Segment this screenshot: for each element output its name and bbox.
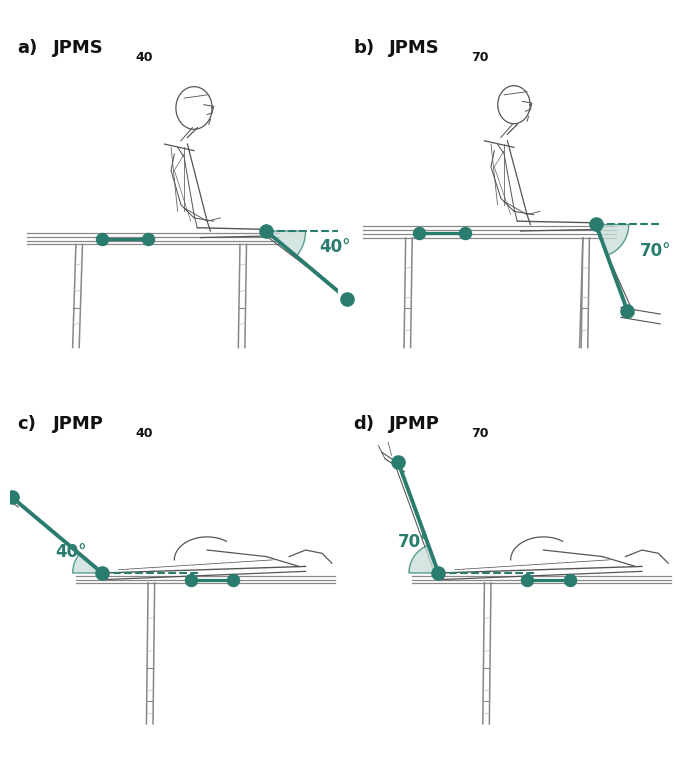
Text: 70: 70 — [471, 427, 489, 440]
Wedge shape — [409, 546, 438, 573]
Point — [341, 292, 352, 304]
Point — [459, 227, 470, 239]
Point — [261, 225, 272, 237]
Point — [97, 567, 108, 579]
Point — [622, 304, 633, 317]
Point — [142, 233, 153, 246]
Text: 40: 40 — [135, 50, 153, 63]
Text: c): c) — [17, 416, 36, 433]
Wedge shape — [73, 554, 102, 573]
Text: 70: 70 — [471, 50, 489, 63]
Point — [590, 218, 601, 230]
Text: 40°: 40° — [55, 543, 87, 562]
Point — [185, 574, 196, 586]
Point — [521, 574, 532, 586]
Text: a): a) — [17, 39, 37, 57]
Wedge shape — [266, 231, 306, 256]
Text: 40°: 40° — [319, 238, 350, 256]
Point — [228, 574, 239, 586]
Text: JPMS: JPMS — [389, 39, 440, 57]
Text: 70°: 70° — [397, 533, 429, 551]
Text: JPMS: JPMS — [53, 39, 103, 57]
Point — [413, 227, 424, 239]
Point — [97, 233, 108, 246]
Point — [393, 456, 403, 468]
Text: JPMP: JPMP — [389, 416, 440, 433]
Point — [6, 491, 17, 503]
Text: d): d) — [353, 416, 374, 433]
Point — [433, 567, 444, 579]
Point — [564, 574, 575, 586]
Wedge shape — [596, 224, 629, 256]
Text: 40: 40 — [135, 427, 153, 440]
Text: 70°: 70° — [640, 242, 671, 260]
Text: b): b) — [353, 39, 374, 57]
Text: JPMP: JPMP — [53, 416, 104, 433]
